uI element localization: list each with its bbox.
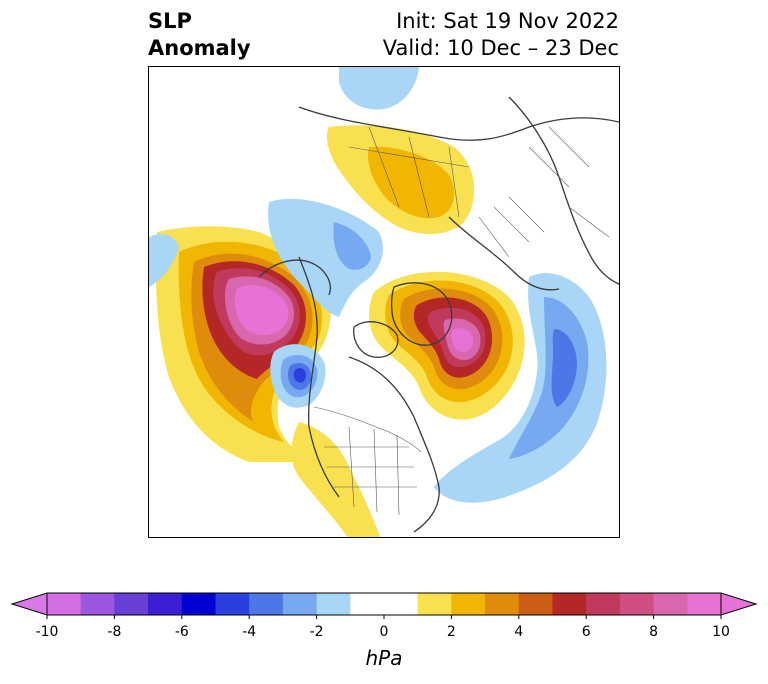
colorbar-segment xyxy=(148,593,183,615)
colorbar-segment xyxy=(653,593,688,615)
colorbar-segment xyxy=(518,593,553,615)
coast-europe xyxy=(448,216,560,291)
coast-alaska xyxy=(258,259,331,296)
colorbar-tick-label: 2 xyxy=(446,624,456,640)
pac-high-7 xyxy=(234,284,289,336)
border-us-canada xyxy=(313,406,422,453)
colorbar-segment xyxy=(181,593,216,615)
colorbar-unit-label: hPa xyxy=(365,646,403,670)
figure-title: SLP Anomaly xyxy=(148,8,251,62)
colorbar-segment xyxy=(114,593,149,615)
title-variable-line2: Anomaly xyxy=(148,36,251,60)
colorbar xyxy=(10,592,758,619)
colorbar-segment xyxy=(282,593,318,615)
gulf-of-alaska-low-contours xyxy=(270,344,326,408)
colorbar-segment xyxy=(384,593,419,615)
colorbar-tick-label: -4 xyxy=(242,624,257,640)
border-asia xyxy=(528,126,610,238)
canada-low xyxy=(268,198,384,317)
coast-north-america-west xyxy=(298,256,340,498)
colorbar-segment xyxy=(586,593,621,615)
colorbar-tick-label: -8 xyxy=(107,624,122,640)
colorbar-tick-label: -2 xyxy=(309,624,324,640)
colorbar-extend-under xyxy=(10,592,48,616)
canada-low-core xyxy=(333,222,371,270)
colorbar-tick-label: 10 xyxy=(712,624,730,640)
coastlines xyxy=(258,96,619,533)
greenland-high-contours xyxy=(369,271,525,420)
border-us-states-1 xyxy=(324,426,417,516)
colorbar-segment xyxy=(687,593,722,615)
political-boundaries xyxy=(313,126,610,516)
arctic-low xyxy=(339,67,419,110)
coast-eurasia-north xyxy=(298,106,619,141)
coast-north-america-east xyxy=(348,356,440,533)
sib-high-2 xyxy=(367,146,455,219)
colorbar-tick-label: 0 xyxy=(379,624,389,640)
colorbar-segment xyxy=(485,593,520,615)
colorbar-segment xyxy=(552,593,587,615)
colorbar-segments xyxy=(10,592,758,619)
atl-low-3 xyxy=(551,329,577,407)
colorbar-segment xyxy=(249,593,284,615)
init-date: Init: Sat 19 Nov 2022 xyxy=(396,9,619,33)
coast-greenland xyxy=(390,282,453,346)
colorbar-segment xyxy=(215,593,250,615)
figure-dates: Init: Sat 19 Nov 2022 Valid: 10 Dec – 23… xyxy=(383,8,619,62)
border-europe xyxy=(478,196,545,258)
border-russia-regions xyxy=(348,126,470,218)
colorbar-tick-label: 6 xyxy=(581,624,591,640)
colorbar-segment xyxy=(350,593,385,615)
colorbar-segment xyxy=(417,593,452,615)
coast-asia-east xyxy=(508,96,619,285)
gr-high-7 xyxy=(451,328,474,352)
colorbar-tick-label: 4 xyxy=(514,624,524,640)
colorbar-tick-label: 8 xyxy=(649,624,659,640)
north-atlantic-low-contours xyxy=(434,273,607,503)
colorbar-segment xyxy=(47,593,82,615)
colorbar-segment xyxy=(80,593,115,615)
ak-low-4 xyxy=(293,367,306,383)
colorbar-segment xyxy=(316,593,351,615)
title-variable-line1: SLP xyxy=(148,9,192,33)
map-panel xyxy=(148,66,620,538)
western-us-high xyxy=(291,422,381,537)
colorbar-segment xyxy=(451,593,486,615)
colorbar-tick-label: -6 xyxy=(174,624,189,640)
siberia-high-contours xyxy=(326,125,475,234)
colorbar-extend-over xyxy=(720,592,758,616)
valid-range: Valid: 10 Dec – 23 Dec xyxy=(382,36,619,60)
colorbar-segment xyxy=(619,593,655,615)
coast-hudson-bay xyxy=(353,321,399,358)
anomaly-map xyxy=(149,67,619,537)
west-pacific-low xyxy=(149,234,179,287)
colorbar-tick-label: -10 xyxy=(35,624,59,640)
